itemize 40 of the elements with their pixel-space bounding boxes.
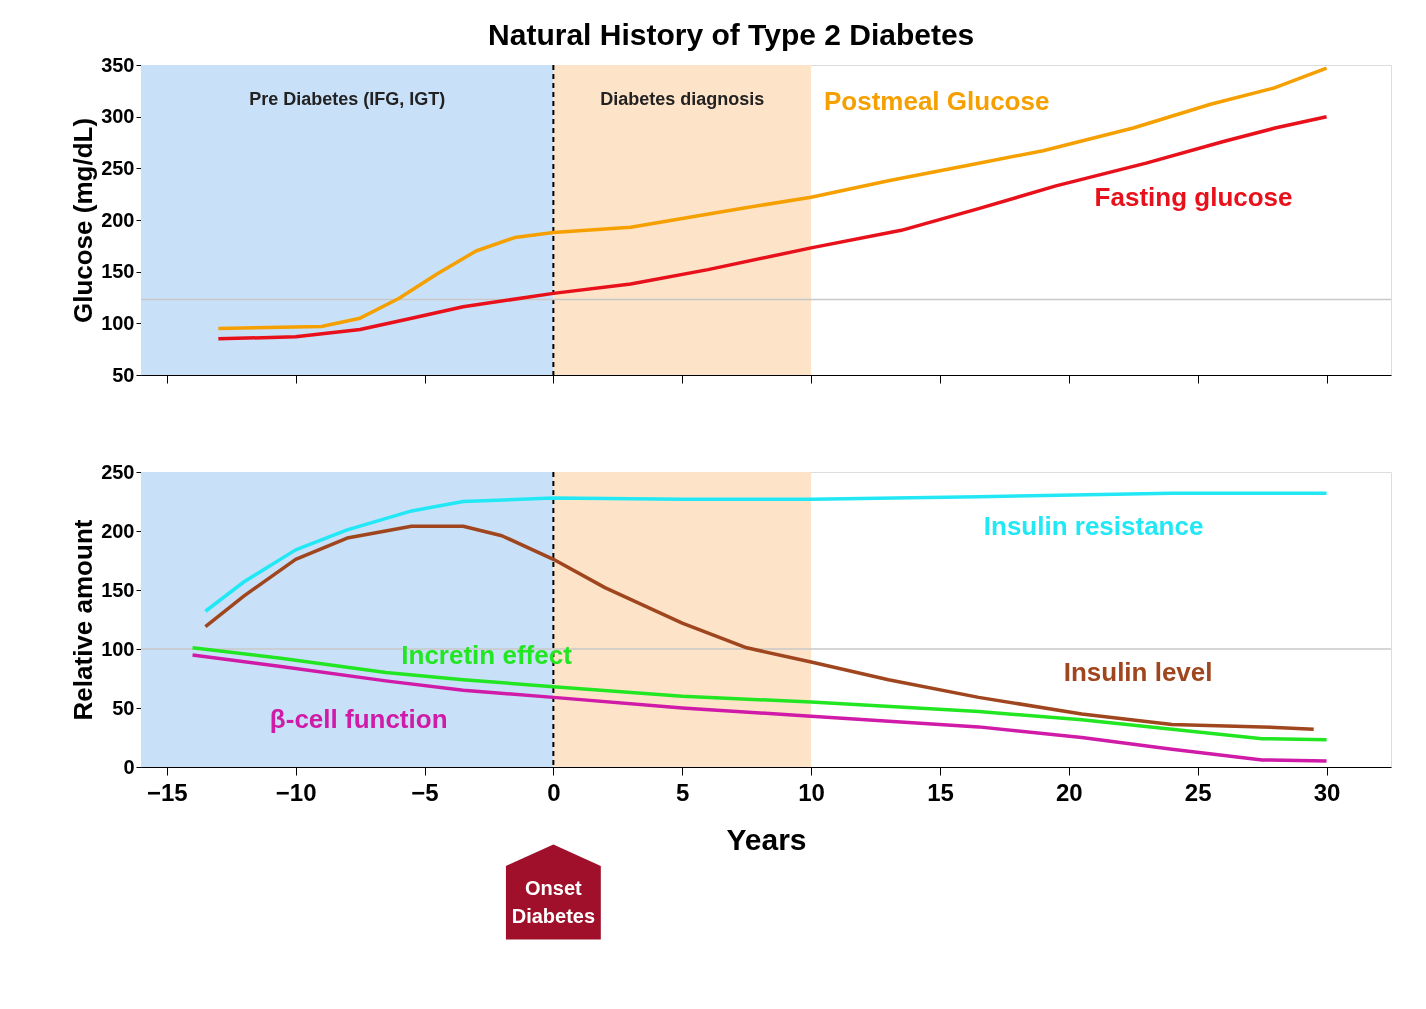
y-tick-label: 100	[101, 637, 135, 660]
x-tick-label: 10	[798, 778, 825, 806]
x-tick-label: −15	[146, 778, 188, 806]
line-series	[203, 491, 1329, 613]
y-tick-label: 200	[101, 519, 135, 542]
series-label: Insulin resistance	[983, 511, 1204, 542]
text: Onset Diabetes	[511, 877, 596, 927]
y-tick-label: 100	[101, 311, 135, 334]
x-tick-label: 20	[1055, 778, 1083, 806]
line-series	[216, 114, 1329, 341]
chart-title: Natural History of Type 2 Diabetes	[488, 17, 975, 51]
line-series	[216, 66, 1329, 331]
y-tick-label: 300	[101, 105, 135, 128]
x-tick-label: 25	[1184, 778, 1212, 806]
y-axis-title: Glucose (mg/dL)	[68, 117, 99, 324]
band-label: Pre Diabetes (IFG, IGT)	[249, 89, 446, 109]
y-tick-label: 250	[101, 156, 135, 179]
y-tick-label: 150	[101, 578, 135, 601]
y-tick-label: 50	[112, 696, 135, 719]
y-tick-label: 50	[112, 363, 135, 386]
series-label: Incretin effect	[401, 640, 573, 671]
y-tick-label: 200	[101, 208, 135, 231]
y-tick-label: 0	[123, 755, 135, 778]
x-tick-label: 5	[676, 778, 690, 806]
x-tick-label: −10	[275, 778, 317, 806]
x-tick-label: 30	[1313, 778, 1341, 806]
y-tick-label: 250	[101, 460, 135, 483]
series-label: Insulin level	[1063, 656, 1213, 687]
series-label: β-cell function	[269, 703, 448, 734]
series-label: Fasting glucose	[1094, 182, 1293, 213]
x-tick-label: 0	[547, 778, 561, 806]
y-tick-label: 350	[101, 53, 135, 76]
y-axis-title: Relative amount	[68, 519, 99, 721]
band-label: Diabetes diagnosis	[600, 89, 765, 109]
x-axis-title: Years	[726, 822, 807, 856]
line-series	[190, 646, 1329, 742]
y-tick-label: 150	[101, 260, 135, 283]
x-tick-label: −5	[411, 778, 439, 806]
x-tick-label: 15	[927, 778, 954, 806]
series-label: Postmeal Glucose	[823, 86, 1050, 117]
